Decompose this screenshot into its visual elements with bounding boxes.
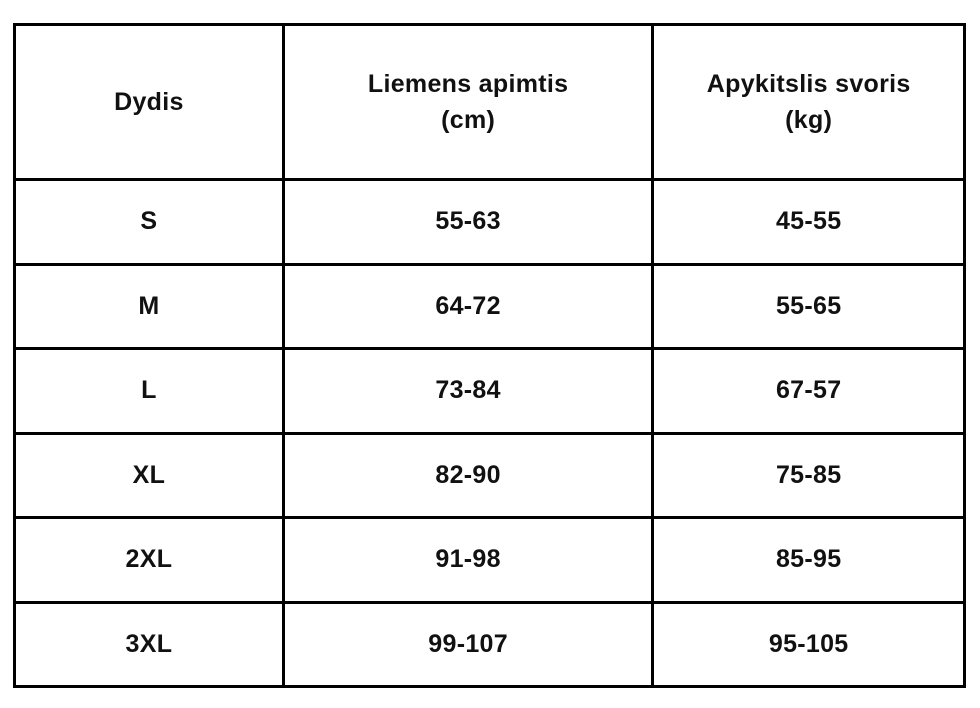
table-row-s: S 55-63 45-55 <box>13 178 966 266</box>
cell-size: 3XL <box>13 600 285 688</box>
size-chart-header: Dydis Liemens apimtis (cm) Apykitslis sv… <box>13 23 966 181</box>
cell-waist-cm: 64-72 <box>281 262 655 350</box>
cell-size: S <box>13 178 285 266</box>
cell-waist-cm: 55-63 <box>281 178 655 266</box>
cell-size: M <box>13 262 285 350</box>
table-row-xl: XL 82-90 75-85 <box>13 431 966 519</box>
cell-waist-cm: 73-84 <box>281 347 655 435</box>
cell-waist-cm: 82-90 <box>281 431 655 519</box>
size-chart-body: S 55-63 45-55 M 64-72 55-65 L 73-84 67-5… <box>13 178 966 688</box>
table-row-2xl: 2XL 91-98 85-95 <box>13 516 966 604</box>
header-size-label: Dydis <box>114 87 184 116</box>
header-waist-unit: (cm) <box>441 106 496 134</box>
header-weight-label: Apykitslis svoris <box>706 69 911 98</box>
table-row-m: M 64-72 55-65 <box>13 262 966 350</box>
cell-weight-kg: 95-105 <box>651 600 966 688</box>
table-row-3xl: 3XL 99-107 95-105 <box>13 600 966 688</box>
header-weight-unit: (kg) <box>785 106 833 134</box>
cell-weight-kg: 75-85 <box>651 431 966 519</box>
cell-size: 2XL <box>13 516 285 604</box>
header-cell-size: Dydis <box>13 23 285 181</box>
header-row: Dydis Liemens apimtis (cm) Apykitslis sv… <box>13 23 966 181</box>
cell-size: L <box>13 347 285 435</box>
cell-weight-kg: 45-55 <box>651 178 966 266</box>
header-cell-waist: Liemens apimtis (cm) <box>281 23 655 181</box>
header-cell-weight: Apykitslis svoris (kg) <box>651 23 966 181</box>
cell-weight-kg: 85-95 <box>651 516 966 604</box>
table-row-l: L 73-84 67-57 <box>13 347 966 435</box>
cell-waist-cm: 99-107 <box>281 600 655 688</box>
header-waist-label: Liemens apimtis <box>367 69 569 98</box>
size-chart-table: Dydis Liemens apimtis (cm) Apykitslis sv… <box>13 23 966 688</box>
cell-size: XL <box>13 431 285 519</box>
cell-weight-kg: 55-65 <box>651 262 966 350</box>
cell-weight-kg: 67-57 <box>651 347 966 435</box>
cell-waist-cm: 91-98 <box>281 516 655 604</box>
